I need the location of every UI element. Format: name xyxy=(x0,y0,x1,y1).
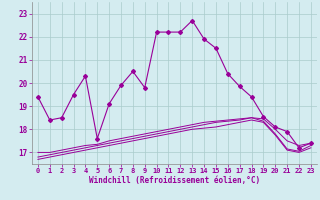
X-axis label: Windchill (Refroidissement éolien,°C): Windchill (Refroidissement éolien,°C) xyxy=(89,176,260,185)
